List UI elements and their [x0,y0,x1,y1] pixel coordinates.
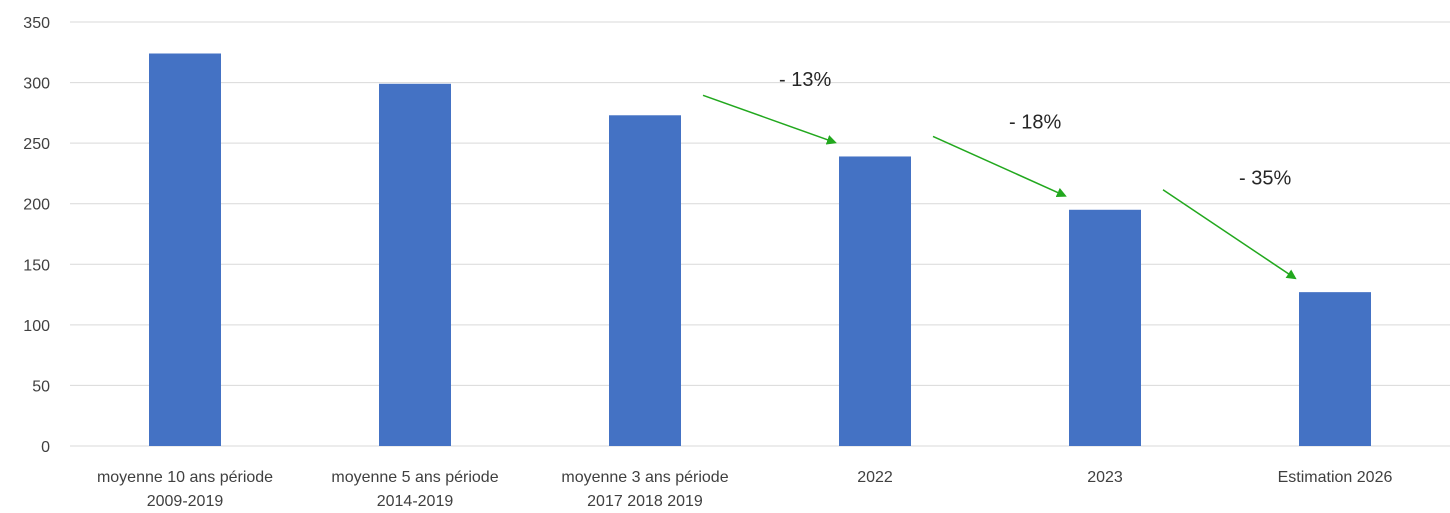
x-category-label: 2009-2019 [147,493,224,510]
y-tick-label: 350 [23,15,50,32]
x-category-label: 2017 2018 2019 [587,493,703,510]
bars [149,53,1371,447]
change-annotations: - 13% - 18% - 35% [702,69,1297,280]
bar [1069,209,1141,446]
y-tick-label: 200 [23,197,50,214]
change-annotation-label: - 13% [779,69,831,91]
bar [609,115,681,446]
change-arrow [702,94,837,145]
bar [379,83,451,446]
x-axis-category-labels: moyenne 10 ans période 2009-2019 moyenne 5… [97,469,1393,510]
y-tick-label: 0 [41,439,50,456]
bar [1299,292,1371,446]
y-tick-label: 150 [23,257,50,274]
x-category-label: 2014-2019 [377,493,454,510]
change-arrow [932,135,1067,198]
y-tick-label: 50 [32,378,50,395]
y-tick-label: 250 [23,136,50,153]
change-arrow [1162,189,1297,280]
bar [149,53,221,447]
change-annotation-label: - 35% [1239,168,1291,190]
change-annotation-label: - 18% [1009,111,1061,133]
gridlines [70,21,1450,447]
x-category-label: moyenne 10 ans période [97,469,273,486]
x-category-label: moyenne 5 ans période [331,469,498,486]
x-category-label: 2022 [857,469,893,486]
y-axis-tick-labels: 0 50 100 150 200 250 300 350 [23,15,50,456]
bar [839,156,911,446]
y-tick-label: 100 [23,318,50,335]
x-category-label: moyenne 3 ans période [561,469,728,486]
y-tick-label: 300 [23,76,50,93]
x-category-label: 2023 [1087,469,1123,486]
x-category-label: Estimation 2026 [1278,469,1393,486]
